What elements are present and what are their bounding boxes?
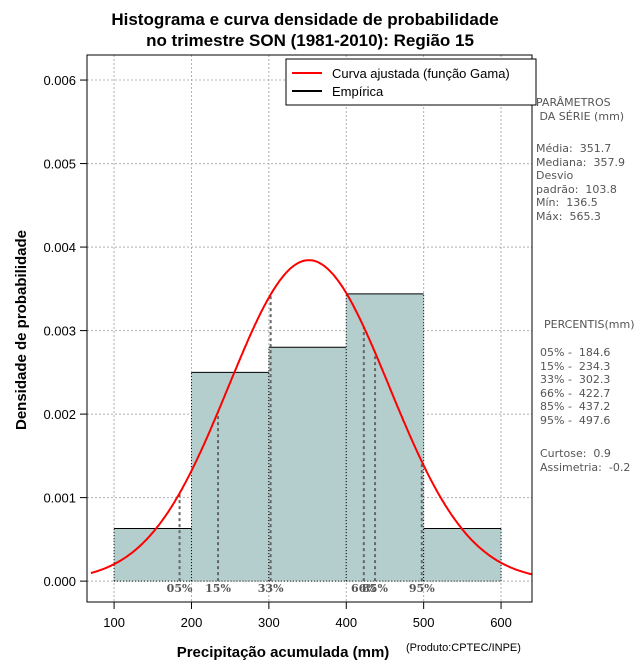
chart-title-line-2: no trimestre SON (1981-2010): Região 15: [146, 31, 474, 50]
shape-stats-text: Curtose: 0.9 Assimetria: -0.2: [540, 447, 631, 474]
y-tick-label: 0.001: [43, 491, 76, 506]
credit-text: (Produto:CPTEC/INPE): [406, 642, 521, 654]
y-tick-label: 0.002: [43, 407, 76, 422]
histogram-bar: [268, 347, 347, 582]
fitted-curve-line: [90, 259, 533, 576]
y-tick-label: 0.006: [43, 73, 76, 88]
histogram-bar-outline: [268, 347, 347, 582]
x-tick-label: 500: [413, 615, 435, 630]
percentile-lines: [178, 294, 423, 582]
percentile-label: 95%: [409, 582, 435, 595]
percentis-text: 05% - 184.6 15% - 234.3 33% - 302.3 66% …: [540, 346, 611, 427]
y-tick-label: 0.005: [43, 157, 76, 172]
x-axis: 100 200 300 400 500 600: [103, 602, 512, 630]
x-tick-label: 100: [103, 615, 125, 630]
x-tick-label: 400: [335, 615, 357, 630]
y-tick-label: 0.000: [43, 574, 76, 589]
percentile-label: 15%: [205, 582, 231, 595]
histogram-bar-outline: [190, 372, 270, 582]
x-axis-label: Precipitação acumulada (mm): [177, 644, 390, 660]
percentis-title: PERCENTIS(mm): [544, 318, 635, 331]
legend-box: [285, 58, 537, 106]
histogram-bar-outline: [423, 528, 502, 582]
plot-frame: [86, 54, 533, 603]
legend-fitted-label: Curva ajustada (função Gama): [332, 66, 510, 81]
histogram-bar: [191, 372, 269, 582]
histogram-bar: [346, 293, 424, 582]
x-tick-label: 200: [181, 615, 203, 630]
histogram-bar-outline: [345, 293, 425, 582]
params-title: PARÂMETROS DA SÉRIE (mm): [536, 96, 625, 123]
legend: Curva ajustada (função Gama) Empírica: [285, 58, 537, 106]
percentile-label: 33%: [258, 582, 284, 595]
percentile-label: 05%: [167, 582, 193, 595]
percentile-label: 66%: [351, 582, 377, 595]
histogram-bars: [113, 293, 502, 582]
histogram-bar-outline: [113, 528, 192, 582]
chart-title: Histograma e curva densidade de probabil…: [111, 10, 498, 50]
legend-empirical-label: Empírica: [332, 84, 384, 99]
y-axis-label: Densidade de probabilidade: [13, 230, 30, 430]
y-axis: 0.000 0.001 0.002 0.003 0.004 0.005 0.006: [43, 73, 87, 589]
x-tick-label: 600: [490, 615, 512, 630]
x-tick-label: 300: [258, 615, 280, 630]
percentile-label: 85%: [362, 582, 388, 595]
y-tick-label: 0.004: [43, 240, 76, 255]
params-text: Média: 351.7 Mediana: 357.9 Desvio padrã…: [536, 142, 625, 223]
chart-title-line-1: Histograma e curva densidade de probabil…: [111, 10, 498, 29]
y-tick-label: 0.003: [43, 324, 76, 339]
percentile-labels: 05% 15% 33% 66%85% 95%: [167, 582, 436, 595]
